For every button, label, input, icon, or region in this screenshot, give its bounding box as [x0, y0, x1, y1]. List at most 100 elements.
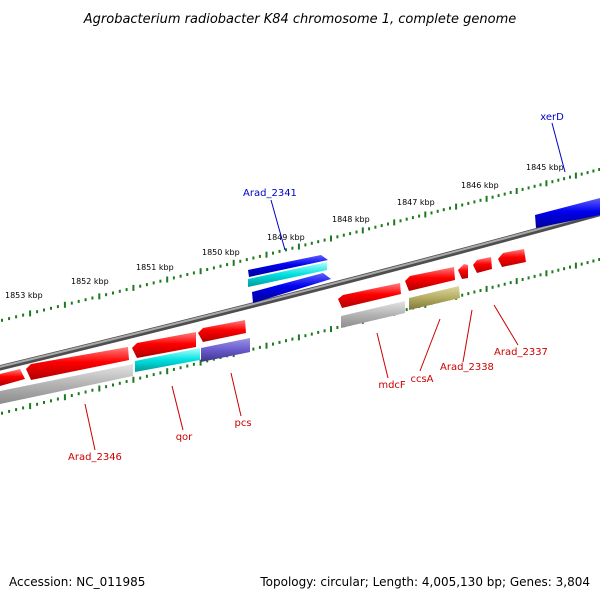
outer-scale-tick [323, 238, 326, 242]
gene-label-arad-2346[interactable]: Arad_2346 [68, 452, 122, 463]
outer-scale-tick [29, 310, 32, 317]
inner-scale-tick [592, 259, 595, 263]
inner-scale-tick [252, 347, 255, 351]
inner-scale-tick [580, 262, 583, 266]
outer-scale-tick [598, 168, 600, 171]
outer-scale-tick [539, 183, 542, 187]
outer-scale-tick [380, 224, 383, 228]
kbp-label-1848: 1848 kbp [332, 215, 370, 224]
outer-scale-tick [563, 177, 566, 181]
outer-scale-tick [545, 180, 548, 187]
gene-arad-2341[interactable] [248, 255, 331, 303]
gene-label-pcs[interactable]: pcs [234, 418, 251, 429]
inner-scale-tick [569, 265, 571, 269]
kbp-label-1853: 1853 kbp [5, 291, 43, 300]
outer-scale-tick [349, 232, 352, 236]
inner-scale-tick [29, 403, 32, 410]
outer-scale-tick [574, 172, 577, 179]
gene-arad-2346[interactable] [0, 347, 133, 404]
inner-scale-tick [179, 366, 182, 370]
gene-label-ccsa[interactable]: ccsA [410, 374, 433, 385]
inner-scale-tick [186, 364, 189, 368]
gene-label-xerd[interactable]: xerD [540, 112, 564, 123]
inner-scale-tick [8, 409, 11, 413]
outer-scale-tick [132, 284, 135, 291]
outer-scale-tick [592, 169, 595, 173]
inner-scale-tick [258, 345, 261, 349]
gene-label-arad-2337[interactable]: Arad_2337 [494, 347, 548, 358]
gene-arad-2338[interactable] [458, 264, 468, 279]
outer-scale-tick [159, 279, 162, 283]
outer-scale-tick [139, 284, 142, 288]
inner-scale-tick [199, 359, 202, 366]
inner-scale-tick [63, 394, 66, 401]
inner-scale-tick [533, 274, 536, 278]
inner-scale-tick [491, 285, 494, 289]
outer-scale-tick [304, 243, 307, 247]
inner-scale-tick [291, 337, 294, 341]
inner-scale-tick [297, 334, 300, 341]
inner-scale-tick [323, 329, 326, 333]
inner-scale-tick [405, 308, 408, 312]
gene-label-arad-2338[interactable]: Arad_2338 [440, 362, 494, 373]
inner-scale-tick [521, 278, 524, 281]
outer-scale-tick [551, 180, 554, 184]
outer-scale-tick [479, 198, 482, 202]
leader-lines [84, 122, 566, 451]
gene-qor[interactable] [132, 332, 200, 372]
inner-scale-tick [50, 399, 52, 403]
outer-scale-tick [467, 201, 470, 205]
inner-scale-tick [330, 326, 332, 333]
inner-scale-tick [336, 326, 339, 329]
outer-scale-tick [336, 235, 339, 239]
outer-scale-tick [491, 195, 494, 199]
inner-scale-tick [479, 289, 482, 292]
gene-pcs[interactable] [198, 320, 250, 362]
inner-scale-tick [278, 340, 281, 344]
inner-scale-tick [473, 290, 476, 294]
inner-scale-tick [563, 267, 566, 271]
gene-ccsa[interactable] [405, 267, 460, 310]
gene-arad-2337[interactable] [473, 249, 526, 273]
kbp-label-1852: 1852 kbp [71, 277, 109, 286]
outer-scale-tick [330, 235, 332, 242]
gene-label-mdcf[interactable]: mdcF [378, 380, 406, 391]
outer-scale-tick [393, 219, 396, 226]
inner-scale-tick [56, 397, 59, 401]
inner-scale-tick [265, 342, 268, 349]
outer-scale-tick [112, 291, 114, 295]
inner-scale-tick [132, 376, 135, 383]
inner-scale-tick [485, 285, 488, 292]
outer-scale-tick [515, 188, 518, 194]
outer-scale-tick [70, 301, 73, 305]
outer-scale-tick [418, 214, 421, 218]
gene-label-arad-2341[interactable]: Arad_2341 [243, 188, 297, 199]
outer-scale-tick [586, 171, 589, 175]
kbp-label-1847: 1847 kbp [397, 198, 435, 207]
gene-label-qor[interactable]: qor [176, 432, 193, 443]
inner-scale-tick [515, 278, 518, 285]
kbp-label-1849: 1849 kbp [267, 233, 305, 242]
outer-scale-tick [361, 227, 364, 234]
outer-scale-tick [226, 263, 229, 267]
gene-xerd[interactable] [535, 198, 600, 228]
inner-scale-tick [467, 292, 470, 296]
inner-scale-tick [574, 262, 577, 269]
outer-scale-tick [297, 243, 300, 250]
outer-scale-tick [98, 293, 101, 300]
outer-scale-tick [473, 200, 476, 204]
outer-scale-tick [232, 259, 235, 266]
inner-scale-tick [145, 374, 148, 378]
inner-scale-tick [70, 394, 73, 397]
outer-scale-tick [272, 251, 274, 255]
kbp-label-1851: 1851 kbp [136, 263, 174, 272]
outer-scale-tick [56, 305, 59, 309]
inner-scale-tick [139, 376, 142, 380]
outer-scale-tick [533, 184, 536, 188]
outer-scale-tick [172, 276, 175, 280]
inner-scale-tick [586, 261, 589, 265]
outer-scale-tick [145, 283, 148, 287]
outer-scale-tick [105, 293, 108, 297]
outer-scale-tick [77, 299, 80, 303]
gene-mdcf[interactable] [338, 283, 405, 328]
